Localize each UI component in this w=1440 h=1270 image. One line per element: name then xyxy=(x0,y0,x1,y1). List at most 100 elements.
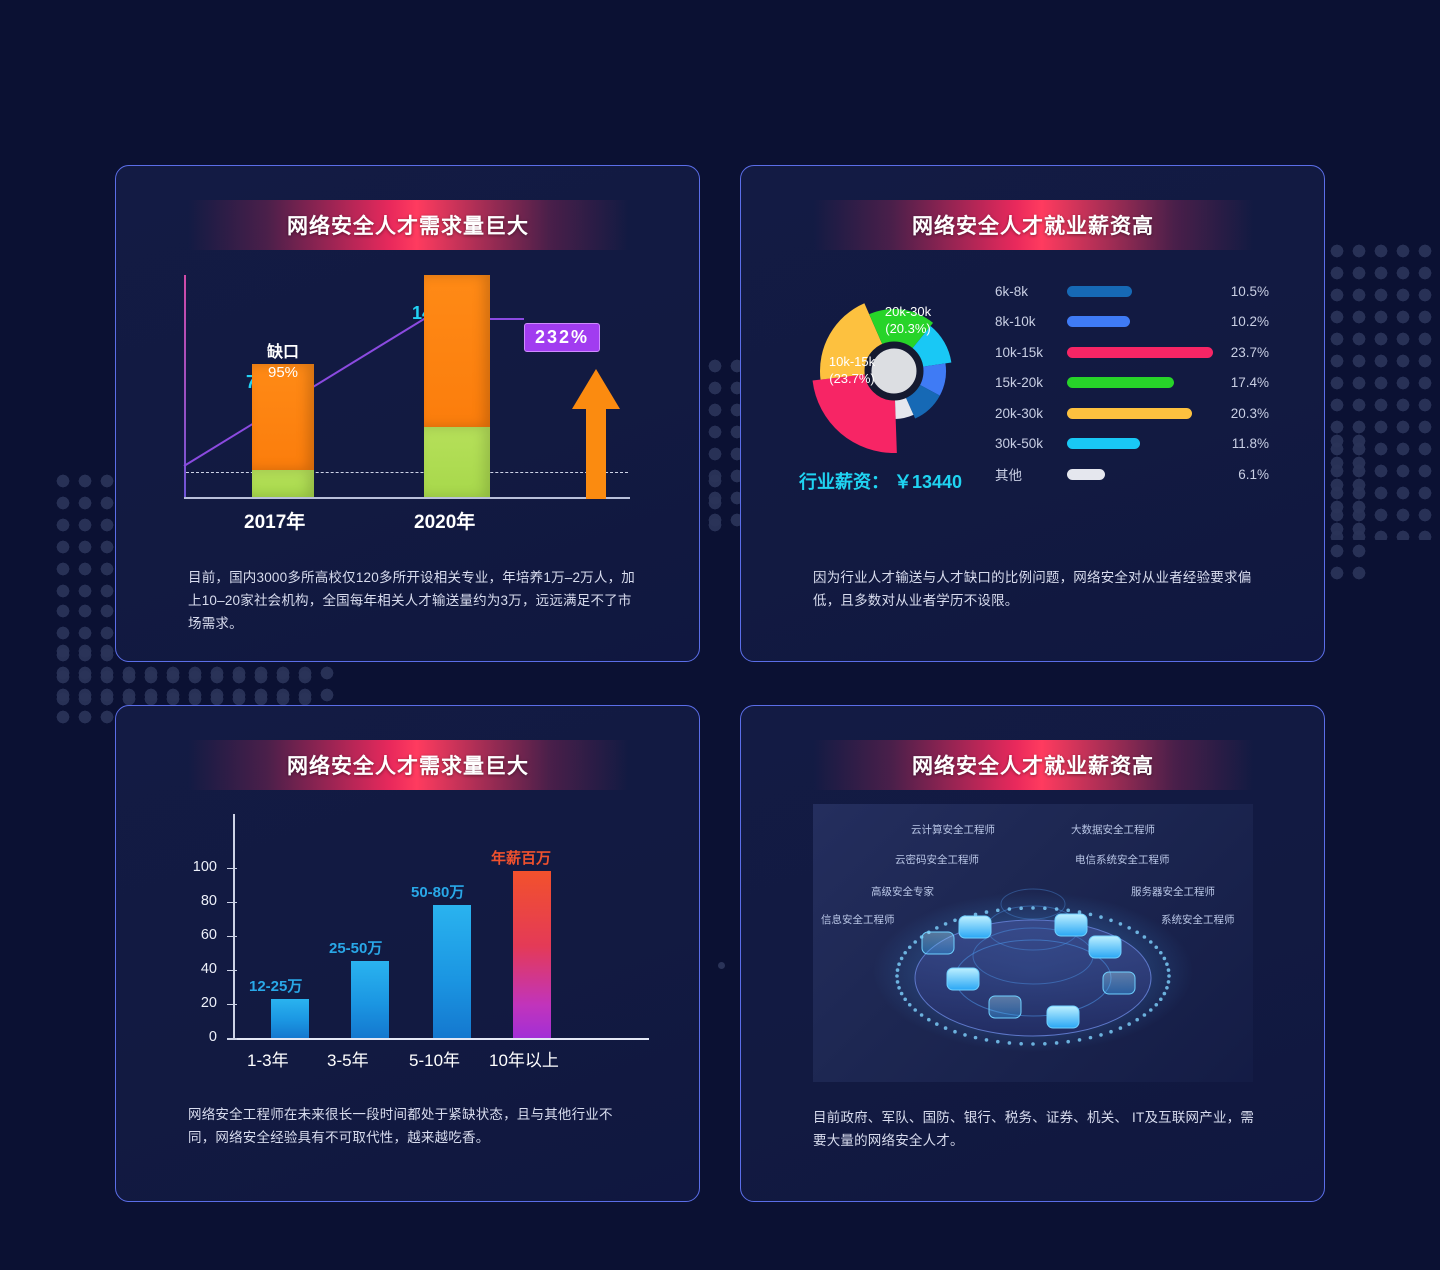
legend-label: 6k-8k xyxy=(995,283,1029,299)
chart-salary-by-experience: 0 20 40 60 80 100 12-25万 1-3年 25-50万 3-5年 50-80万 5-… xyxy=(161,814,661,1094)
server-cube-icon xyxy=(1054,913,1088,937)
chart3-y-label: 100 xyxy=(192,858,217,875)
chart1-xlabel-2017: 2017年 xyxy=(244,512,306,533)
server-cube-icon xyxy=(921,931,955,955)
chart1-bar-2020-gap xyxy=(424,275,490,427)
role-label: 云密码安全工程师 xyxy=(895,854,979,866)
server-cube-icon xyxy=(1088,935,1122,959)
pie-chart-svg xyxy=(812,303,952,453)
panel-3-description: 网络安全工程师在未来很长一段时间都处于紧缺状态，且与其他行业不同，网络安全经验具… xyxy=(188,1107,613,1145)
chart1-xlabel-2020: 2020年 xyxy=(414,512,476,533)
decor-dot-grid-right-2 xyxy=(1326,430,1370,580)
legend-percent: 10.5% xyxy=(1230,283,1269,299)
role-label: 大数据安全工程师 xyxy=(1071,824,1155,836)
chart1-bar-2017-supply xyxy=(252,470,314,497)
chart3-bar xyxy=(271,998,309,1038)
legend-bar xyxy=(1067,285,1132,297)
role-label: 云计算安全工程师 xyxy=(911,824,995,836)
legend-percent: 20.3% xyxy=(1230,405,1269,421)
chart3-x-axis xyxy=(233,1038,649,1040)
legend-bar xyxy=(1067,438,1140,450)
legend-bar-track xyxy=(1067,377,1213,389)
server-cube-icon xyxy=(946,967,980,991)
chart3-x-label: 5-10年 xyxy=(409,1051,461,1070)
panel-4-title-bar: 网络安全人才就业薪资高 xyxy=(813,740,1253,790)
legend-row: 其他 6.1% xyxy=(995,459,1269,490)
security-roles-illustration: 云计算安全工程师 大数据安全工程师云密码安全工程师 电信系统安全工程师高级安全专家 服… xyxy=(813,804,1253,1082)
legend-row: 10k-15k 23.7% xyxy=(995,337,1269,368)
chart3-bar xyxy=(351,961,389,1038)
decor-dot-grid-right xyxy=(1326,240,1436,540)
chart3-x-label: 10年以上 xyxy=(489,1051,559,1070)
legend-row: 30k-50k 11.8% xyxy=(995,429,1269,460)
legend-row: 6k-8k 10.5% xyxy=(995,276,1269,307)
role-label: 服务器安全工程师 xyxy=(1131,886,1215,898)
panel-1-title: 网络安全人才需求量巨大 xyxy=(287,215,529,238)
chart1-growth-badge: 232% xyxy=(524,323,601,352)
chart3-value-label: 12-25万 xyxy=(249,977,303,995)
panel-salary-by-experience: 网络安全人才需求量巨大 0 20 40 60 80 100 12-25万 1-3年 25-50万… xyxy=(115,705,700,1202)
legend-bar-track xyxy=(1067,407,1213,419)
role-label: 电信系统安全工程师 xyxy=(1075,854,1170,866)
panel-2-title-bar: 网络安全人才就业薪资高 xyxy=(813,200,1253,250)
legend-label: 8k-10k xyxy=(995,314,1036,330)
chart1-x-axis xyxy=(184,497,630,499)
pie-chart: 20k-30k (20.3%) 10k-15k (23.7%) xyxy=(804,281,984,461)
decor-dot-grid-center-2 xyxy=(704,470,728,540)
legend-bar xyxy=(1067,377,1175,389)
chart3-value-label: 50-80万 xyxy=(411,884,465,902)
chart3-x-label: 3-5年 xyxy=(327,1051,369,1070)
chart1-bar-2017 xyxy=(252,364,314,497)
legend-bar xyxy=(1067,407,1193,419)
legend-label: 30k-50k xyxy=(995,436,1044,452)
legend-bar-track xyxy=(1067,316,1213,328)
server-cube-icon xyxy=(1102,971,1136,995)
server-cube-icon xyxy=(988,995,1022,1019)
role-label: 高级安全专家 xyxy=(871,886,934,898)
chart3-x-label: 1-3年 xyxy=(247,1051,289,1070)
chart3-y-label: 80 xyxy=(200,892,217,909)
up-arrow-icon xyxy=(572,369,620,499)
legend-label: 20k-30k xyxy=(995,405,1044,421)
panel-1-description: 目前，国内3000多所高校仅120多所开设相关专业，年培养1万–2万人，加上10… xyxy=(188,570,635,631)
chart1-baseline-dashed xyxy=(186,472,628,473)
chart-demand-growth: 70万 140万 缺口 95% 232% 2017年 2020年 xyxy=(174,271,644,541)
chart3-y-tick xyxy=(227,1003,237,1006)
pie-center-hole xyxy=(864,341,924,401)
chart3-value-label: 年薪百万 xyxy=(491,849,552,867)
chart1-bar-2020 xyxy=(424,275,490,497)
panel-demand-growth: 网络安全人才需求量巨大 70万 140万 缺口 95% 232% 2017年 2… xyxy=(115,165,700,662)
legend-bar xyxy=(1067,468,1105,480)
chart1-gap-annotation: 缺口 95% xyxy=(252,343,314,383)
legend-bar-track xyxy=(1067,285,1213,297)
legend-bar xyxy=(1067,346,1213,358)
salary-legend: 6k-8k 10.5% 8k-10k 10.2% 10k-15k 23.7% 15k-20k… xyxy=(995,276,1269,490)
server-cube-icon xyxy=(1046,1005,1080,1029)
legend-row: 8k-10k 10.2% xyxy=(995,307,1269,338)
legend-percent: 6.1% xyxy=(1238,466,1269,482)
chart3-y-label: 0 xyxy=(208,1029,217,1045)
legend-row: 15k-20k 17.4% xyxy=(995,368,1269,399)
decor-dot-single xyxy=(718,962,725,969)
legend-label: 10k-15k xyxy=(995,344,1044,360)
industry-salary-footer: 行业薪资： ￥13440 xyxy=(799,472,963,492)
panel-3-title: 网络安全人才需求量巨大 xyxy=(287,755,529,778)
panel-security-roles: 网络安全人才就业薪资高 云计算安全工程师 大数据安全工程师云密码安全工程师 电信系统… xyxy=(740,705,1325,1202)
panel-2-description: 因为行业人才输送与人才缺口的比例问题，网络安全对从业者经验要求偏低，且多数对从业… xyxy=(813,570,1252,608)
legend-label: 15k-20k xyxy=(995,375,1044,391)
chart3-y-tick xyxy=(227,1038,237,1040)
legend-percent: 23.7% xyxy=(1230,344,1269,360)
chart1-bar-2017-gap xyxy=(252,364,314,470)
legend-label: 其他 xyxy=(995,468,1022,484)
chart3-y-tick xyxy=(227,935,237,938)
security-roles-diagram xyxy=(873,888,1193,1052)
chart1-y-axis xyxy=(184,275,186,497)
chart3-bar xyxy=(513,870,551,1038)
chart3-y-tick xyxy=(227,969,237,972)
panel-4-description: 目前政府、军队、国防、银行、税务、证券、机关、 IT及互联网产业，需要大量的网络… xyxy=(813,1110,1255,1148)
chart3-y-axis xyxy=(233,814,235,1038)
panel-1-title-bar: 网络安全人才需求量巨大 xyxy=(188,200,628,250)
legend-percent: 17.4% xyxy=(1230,375,1269,391)
panel-4-title: 网络安全人才就业薪资高 xyxy=(912,755,1154,778)
legend-bar xyxy=(1067,316,1130,328)
